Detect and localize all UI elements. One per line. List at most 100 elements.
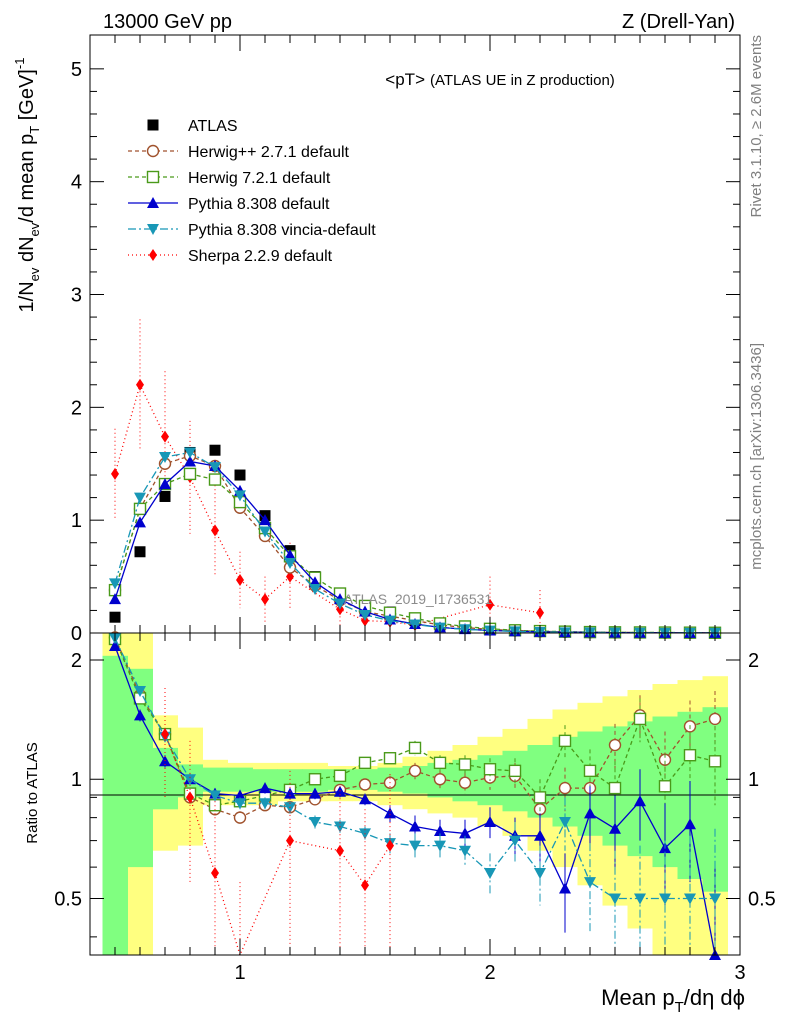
main-point-vincia [284, 558, 296, 570]
legend-label-vincia: Pythia 8.308 vincia-default [188, 222, 376, 239]
ratio-point-herwigpp [608, 738, 622, 752]
ratio-point-pythia [684, 818, 696, 830]
main-point-pythia [284, 549, 296, 561]
ratio-band-green [202, 767, 228, 792]
main-point-vincia [359, 609, 371, 621]
ratio-point-pythia [534, 829, 546, 841]
header-right: Z (Drell-Yan) [622, 11, 735, 33]
ratio-point-herwig7 [633, 712, 647, 726]
ratio-point-herwig7 [508, 764, 522, 778]
main-y-axis-label: 1/Nev dNev/d mean pT [GeV]-1 [12, 58, 42, 313]
ratio-y-tick-label-right: 1 [748, 769, 759, 791]
ratio-point-sherpa [286, 834, 294, 847]
main-point-vincia [159, 451, 171, 463]
main-point-sherpa [111, 467, 119, 480]
x-tick-label: 3 [734, 962, 745, 984]
main-point-vincia [184, 447, 196, 459]
ratio-point-sherpa [161, 728, 169, 741]
ratio-y-tick-label-right: 0.5 [748, 888, 776, 910]
ratio-point-herwig7 [558, 734, 572, 748]
main-point-vincia [384, 615, 396, 627]
main-y-tick-label: 4 [71, 172, 82, 194]
analysis-watermark: ATLAS_2019_I1736531 [344, 591, 493, 607]
main-point-herwig7 [208, 473, 222, 486]
main-line-herwig7 [114, 473, 716, 634]
legend-marker-vincia [147, 224, 159, 235]
main-point-pythia [259, 514, 271, 526]
legend-label-atlas: ATLAS [188, 118, 238, 135]
ratio-point-herwigpp [558, 781, 572, 795]
ratio-point-pythia [284, 787, 296, 799]
main-point-pythia [134, 516, 146, 528]
main-point-herwig7 [183, 467, 197, 481]
ratio-point-herwig7 [358, 756, 372, 770]
ratio-point-vincia [584, 877, 596, 889]
ratio-point-sherpa [361, 879, 369, 892]
x-tick-label: 1 [234, 962, 245, 984]
main-point-atlas [234, 469, 246, 481]
legend-label-sherpa: Sherpa 2.2.9 default [188, 248, 333, 265]
header-left: 13000 GeV pp [103, 11, 232, 33]
main-point-sherpa [236, 573, 244, 586]
legend-label-herwig7: Herwig 7.2.1 default [188, 170, 331, 187]
ratio-y-tick-label-left: 2 [71, 650, 82, 672]
ratio-point-herwig7 [483, 763, 497, 776]
ratio-point-herwig7 [383, 752, 397, 765]
ratio-band-green [227, 767, 253, 792]
ratio-point-herwig7 [308, 773, 322, 786]
ratio-point-pythia [109, 639, 121, 651]
ratio-point-vincia [559, 816, 571, 828]
main-point-vincia [309, 583, 321, 595]
ratio-point-vincia [209, 790, 221, 802]
main-point-sherpa [261, 593, 269, 606]
ratio-y-tick-label-right: 2 [748, 650, 759, 672]
main-y-tick-label: 5 [71, 59, 82, 81]
ratio-point-herwig7 [608, 781, 622, 795]
ratio-band-green [252, 769, 278, 792]
main-point-sherpa [486, 598, 494, 611]
ratio-point-herwig7 [458, 758, 472, 771]
main-point-atlas [159, 490, 171, 502]
main-point-vincia [209, 462, 221, 474]
ratio-point-herwigpp [408, 764, 422, 778]
ratio-point-pythia [459, 827, 471, 839]
legend-label-pythia: Pythia 8.308 default [188, 196, 330, 213]
ratio-y-axis-label: Ratio to ATLAS [24, 742, 41, 843]
mcplots-credit-text: mcplots.cern.ch [arXiv:1306.3436] [748, 343, 765, 570]
main-y-tick-label: 0 [71, 623, 82, 645]
main-point-vincia [334, 598, 346, 610]
main-point-pythia [159, 478, 171, 490]
main-line-pythia [114, 460, 715, 634]
legend-marker-sherpa [149, 249, 157, 261]
ratio-point-herwig7 [408, 741, 422, 755]
main-point-sherpa [286, 570, 294, 583]
legend-label-herwigpp: Herwig++ 2.7.1 default [188, 144, 350, 161]
ratio-point-pythia [609, 822, 621, 834]
ratio-point-vincia [659, 893, 671, 905]
legend: ATLAS Herwig++ 2.7.1 default Herwig 7.2.1 … [128, 118, 376, 265]
main-point-vincia [134, 492, 146, 504]
ratio-point-pythia [359, 793, 371, 805]
ratio-point-sherpa [386, 839, 394, 852]
ratio-point-vincia [509, 835, 521, 847]
ratio-point-pythia [434, 825, 446, 837]
ratio-point-vincia [459, 845, 471, 857]
ratio-point-vincia [234, 798, 246, 810]
ratio-y-tick-label-left: 1 [71, 769, 82, 791]
main-point-sherpa [536, 606, 544, 619]
ratio-panel: 0.5 0.5 1 1 2 2 1 2 3 [54, 631, 776, 984]
ratio-y-tick-label-left: 0.5 [54, 888, 82, 910]
main-y-tick-label: 1 [71, 510, 82, 532]
legend-marker-pythia [147, 197, 159, 208]
panel-title-sub: (ATLAS UE in Z production) [430, 72, 615, 89]
ratio-point-vincia [484, 867, 496, 879]
ratio-point-herwigpp [433, 773, 447, 786]
legend-marker-herwig7 [146, 170, 160, 184]
ratio-point-herwig7 [433, 756, 447, 770]
ratio-point-sherpa [211, 866, 219, 879]
ratio-point-vincia [684, 893, 696, 905]
ratio-point-pythia [409, 820, 421, 832]
ratio-point-vincia [259, 798, 271, 810]
ratio-point-sherpa [186, 791, 194, 804]
ratio-point-vincia [709, 893, 721, 905]
